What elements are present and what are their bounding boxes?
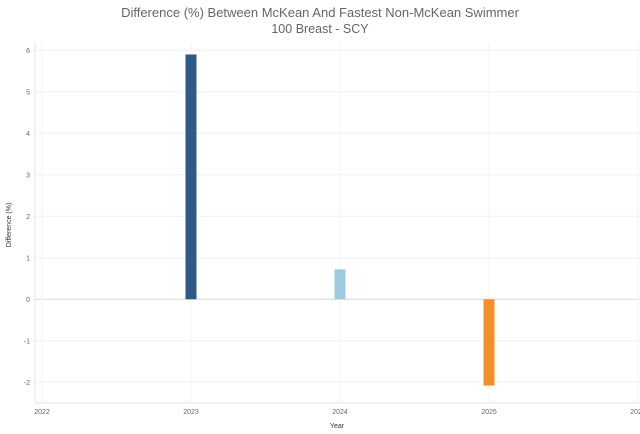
y-tick-label: 2 <box>26 214 30 221</box>
bar-2023 <box>185 54 197 300</box>
x-tick-label: 2024 <box>332 409 348 416</box>
y-tick-label: 3 <box>26 172 30 179</box>
y-axis-label: Difference (%) <box>6 203 13 248</box>
y-tick-label: 5 <box>26 89 30 96</box>
axis-layer: -2 -1 0 1 2 3 4 5 6 2022 2023 2024 2025 2026 <box>24 42 640 416</box>
chart-subtitle: 100 Breast - SCY <box>271 22 369 36</box>
grid-layer <box>35 42 640 403</box>
x-tick-label: 2026 <box>630 409 640 416</box>
y-tick-label: -2 <box>24 380 30 387</box>
x-tick-label: 2023 <box>183 409 199 416</box>
bar-2025 <box>483 299 495 386</box>
y-tick-label: 1 <box>26 255 30 262</box>
x-tick-label: 2025 <box>481 409 497 416</box>
x-axis-label: Year <box>330 423 345 430</box>
y-tick-label: 4 <box>26 131 30 138</box>
bar-2024 <box>334 269 346 300</box>
x-tick-label: 2022 <box>34 409 50 416</box>
y-tick-label: 0 <box>26 297 30 304</box>
chart-title: Difference (%) Between McKean And Fastes… <box>121 5 520 20</box>
bar-layer <box>185 54 495 386</box>
y-tick-label: -1 <box>24 338 30 345</box>
y-tick-label: 6 <box>26 48 30 55</box>
